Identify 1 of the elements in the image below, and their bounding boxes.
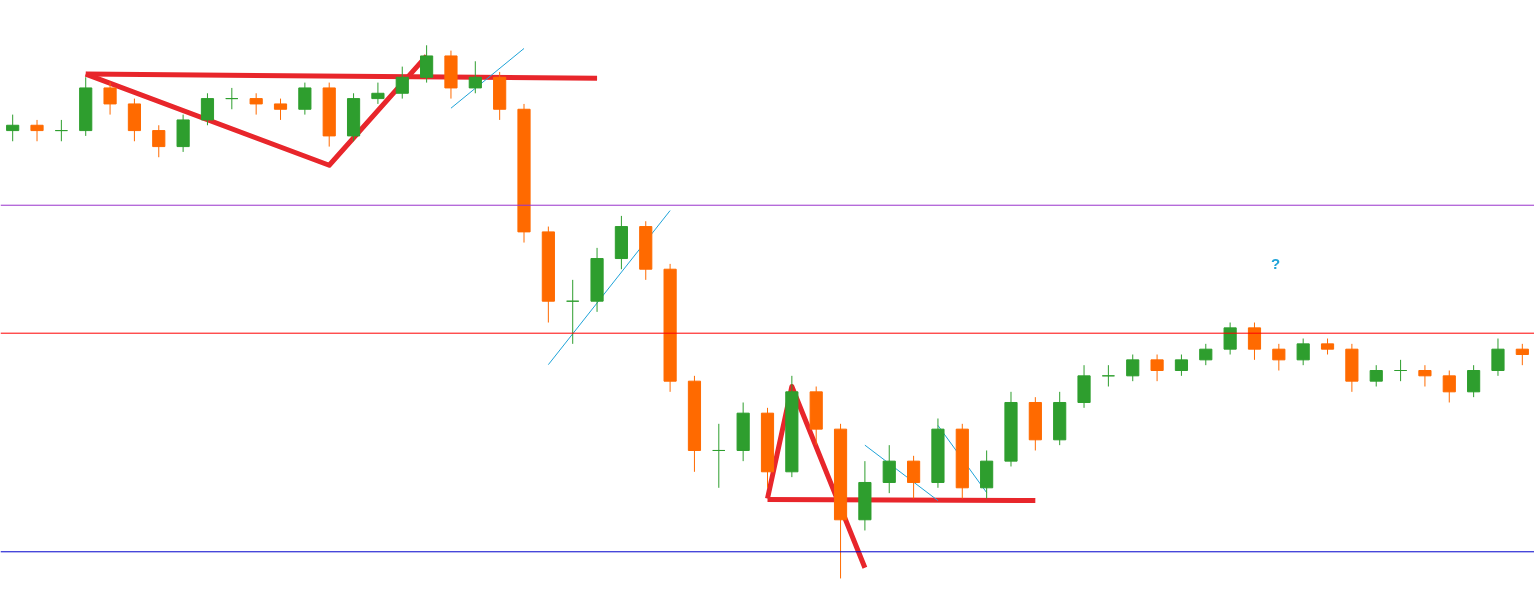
annotation: ?: [1270, 255, 1281, 272]
